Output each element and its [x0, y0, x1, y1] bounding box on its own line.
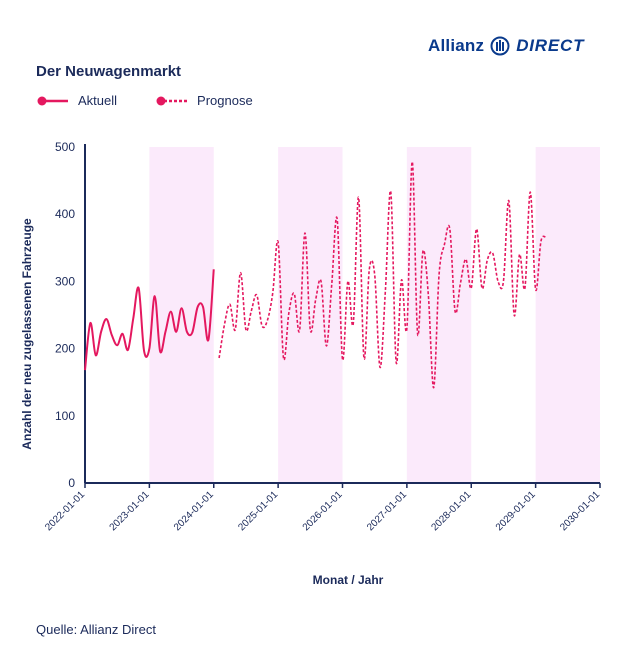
allianz-eagle-icon [490, 36, 510, 56]
x-tick-label: 2030-01-01 [558, 489, 602, 533]
chart-title: Der Neuwagenmarkt [36, 63, 182, 80]
y-tick-label: 200 [55, 342, 75, 356]
y-tick-label: 500 [55, 140, 75, 154]
shade-band-2025 [278, 147, 343, 483]
series-line-actual [84, 269, 215, 371]
shade-band-2027 [406, 147, 472, 483]
x-axis-title: Monat / Jahr [313, 573, 384, 587]
source-note: Quelle: Allianz Direct [36, 622, 156, 637]
shade-band-2023 [149, 147, 214, 483]
brand-name: Allianz [428, 36, 485, 55]
x-tick-label: 2029-01-01 [494, 489, 538, 533]
x-tick-label: 2025-01-01 [236, 489, 280, 533]
legend-label-forecast: Prognose [197, 93, 253, 108]
x-axis-ticks: 2022-01-01 2023-01-01 2024-01-01 2025-01-01… [43, 483, 602, 533]
x-tick-label: 2024-01-01 [172, 489, 216, 533]
x-tick-label: 2028-01-01 [429, 489, 473, 533]
y-tick-label: 400 [55, 207, 75, 221]
y-axis-title: Anzahl der neu zugelassenen Fahrzeuge [20, 218, 34, 450]
series-line-forecast [218, 160, 548, 389]
x-tick-label: 2023-01-01 [108, 489, 152, 533]
y-tick-label: 100 [55, 409, 75, 423]
legend-solid-line-icon [37, 96, 68, 105]
data-lines [84, 160, 548, 389]
legend-dashed-line-icon [156, 96, 188, 105]
year-shading [149, 147, 600, 483]
allianz-direct-logo: Allianz DIRECT [428, 34, 584, 58]
legend-item-actual: Aktuell [36, 93, 117, 108]
legend: Aktuell Prognose [36, 93, 291, 108]
legend-item-forecast: Prognose [155, 93, 253, 108]
x-tick-label: 2026-01-01 [301, 489, 345, 533]
y-axis-ticks: 0 100 200 300 400 500 [55, 140, 75, 490]
brand-product: DIRECT [516, 36, 585, 55]
x-tick-label: 2022-01-01 [43, 489, 87, 533]
y-tick-label: 300 [55, 274, 75, 288]
legend-label-actual: Aktuell [78, 93, 118, 108]
x-tick-label: 2027-01-01 [365, 489, 409, 533]
shade-band-2029 [535, 147, 600, 483]
y-tick-label: 0 [68, 476, 75, 490]
